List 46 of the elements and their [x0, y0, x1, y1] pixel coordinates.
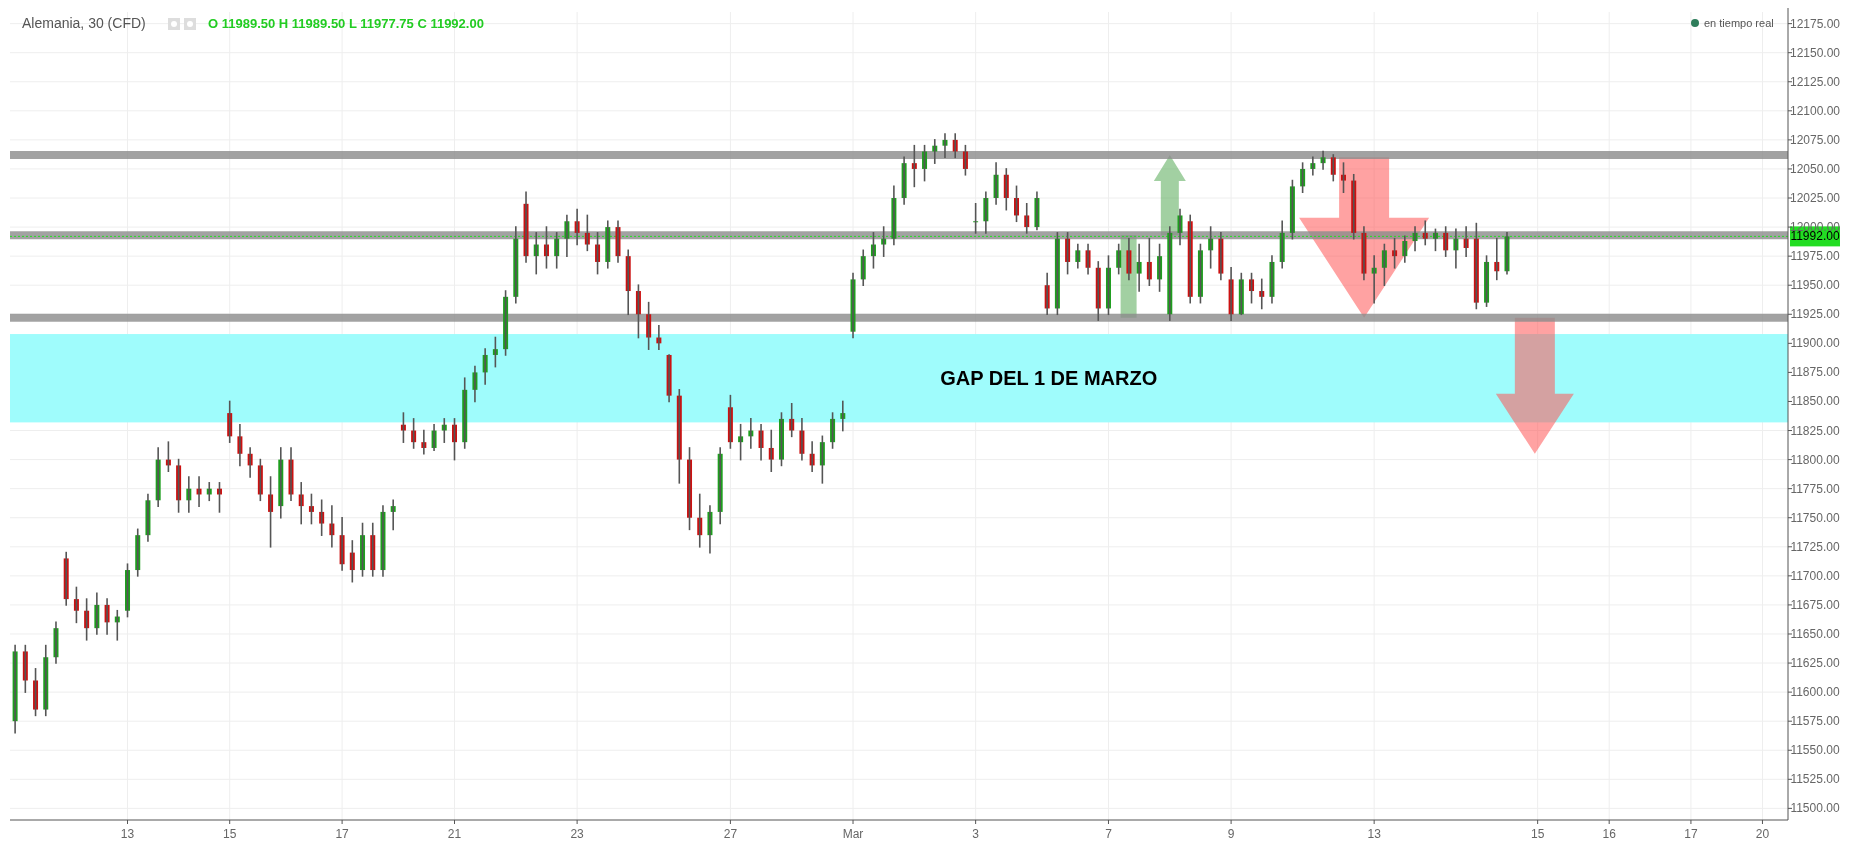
chart-title: Alemania, 30 (CFD) — [22, 15, 146, 31]
y-tick-label: 11700.00 — [1790, 568, 1840, 583]
y-tick-label: 11850.00 — [1790, 394, 1840, 409]
y-tick-label: 11650.00 — [1790, 626, 1840, 641]
x-tick-label: 9 — [1227, 827, 1235, 841]
x-tick-label: 13 — [1367, 827, 1382, 841]
x-tick-label: 17 — [335, 827, 350, 841]
y-tick-label: 11550.00 — [1790, 743, 1840, 758]
y-tick-label: 12075.00 — [1789, 132, 1841, 147]
y-tick-label: 12175.00 — [1789, 16, 1841, 31]
x-tick-label: 15 — [1530, 827, 1545, 841]
y-tick-label: 12050.00 — [1789, 161, 1841, 176]
y-tick-label: 12150.00 — [1789, 45, 1841, 60]
x-tick-label: Mar — [842, 827, 864, 841]
y-tick-label: 11900.00 — [1790, 336, 1840, 351]
x-tick-label: 27 — [723, 827, 738, 841]
x-tick-label: 20 — [1755, 827, 1770, 841]
x-tick-label: 7 — [1105, 827, 1113, 841]
x-tick-label: 13 — [120, 827, 135, 841]
y-tick-label: 11750.00 — [1790, 510, 1840, 525]
y-tick-label: 11925.00 — [1790, 307, 1840, 322]
annotation: en tiempo real — [1704, 17, 1774, 29]
y-tick-label: 11825.00 — [1790, 423, 1840, 438]
y-tick-label: 12100.00 — [1789, 103, 1841, 118]
y-tick-label: 11525.00 — [1790, 772, 1840, 787]
x-tick-label: 16 — [1602, 827, 1617, 841]
y-tick-label: 11875.00 — [1790, 365, 1840, 380]
y-tick-label: 11725.00 — [1790, 539, 1840, 554]
x-tick-label: 15 — [223, 827, 237, 841]
y-tick-label: 11975.00 — [1790, 249, 1840, 264]
annotation: O 11989.50 H 11989.50 L 11977.75 C 11992.00 — [208, 16, 484, 31]
y-tick-label: 11675.00 — [1790, 597, 1840, 612]
y-tick-label: 11625.00 — [1790, 656, 1840, 671]
y-tick-label: 11600.00 — [1790, 685, 1840, 700]
y-tick-label: 12025.00 — [1789, 191, 1841, 206]
y-tick-label: 12125.00 — [1789, 74, 1841, 89]
band-label: GAP DEL 1 DE MARZO — [940, 367, 1158, 390]
x-tick-label: 21 — [447, 827, 462, 841]
x-tick-label: 17 — [1684, 827, 1698, 841]
y-tick-label: 11800.00 — [1790, 452, 1840, 467]
x-tick-label: 3 — [972, 827, 980, 841]
y-tick-label: 11950.00 — [1790, 278, 1840, 293]
y-tick-label: 11775.00 — [1790, 481, 1840, 496]
y-tick-label: 11575.00 — [1790, 714, 1840, 729]
y-tick-label: 11500.00 — [1790, 801, 1840, 816]
x-tick-label: 23 — [570, 827, 585, 841]
